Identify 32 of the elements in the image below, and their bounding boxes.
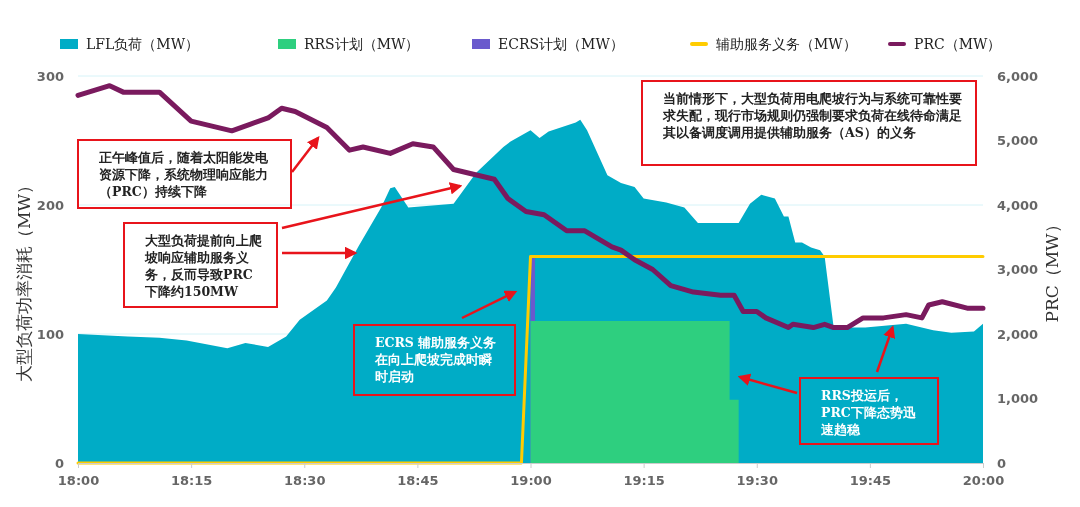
x-tick-label: 19:15 [623, 473, 665, 489]
y2-axis-title: PRC（MW） [1042, 216, 1062, 323]
y-axis-title: 大型负荷功率消耗（MW） [14, 177, 34, 382]
annotation: 大型负荷提前向上爬坡响应辅助服务义务，反而导致PRC下降约150MW [123, 222, 278, 308]
legend-label: LFL负荷（MW） [86, 36, 200, 52]
x-tick-label: 18:45 [397, 473, 439, 489]
annotation: 正午峰值后，随着太阳能发电资源下降，系统物理响应能力（PRC）持续下降 [77, 139, 292, 209]
legend-label: PRC（MW） [914, 36, 1002, 52]
y-tick-label: 200 [36, 197, 64, 213]
y2-tick-label: 1,000 [997, 391, 1039, 407]
annotation: 当前情形下，大型负荷用电爬坡行为与系统可靠性要求失配，现行市场规则仍强制要求负荷在线待命满足其以备调度调用提供辅助服务（AS）的义务 [641, 80, 977, 166]
legend-label: ECRS计划（MW） [498, 36, 624, 52]
x-tick-label: 18:00 [57, 473, 100, 489]
y2-tick-label: 0 [997, 455, 1007, 471]
y2-tick-label: 4,000 [997, 197, 1039, 213]
y2-tick-label: 6,000 [997, 68, 1039, 84]
y-tick-label: 300 [36, 68, 64, 84]
x-tick-label: 20:00 [962, 473, 1005, 489]
x-tick-label: 18:15 [170, 473, 213, 489]
y2-tick-label: 5,000 [997, 133, 1039, 149]
legend-label: RRS计划（MW） [304, 36, 420, 52]
x-tick-label: 19:00 [510, 473, 552, 489]
x-tick-label: 18:30 [284, 473, 326, 489]
x-tick-label: 19:30 [736, 473, 778, 489]
y-tick-label: 100 [36, 326, 64, 342]
y2-tick-label: 2,000 [997, 326, 1039, 342]
y2-tick-label: 3,000 [997, 262, 1039, 278]
legend-label: 辅助服务义务（MW） [716, 36, 857, 52]
y-tick-label: 0 [54, 455, 64, 471]
annotation: RRS投运后，PRC下降态势迅速趋稳 [799, 377, 939, 445]
x-tick-label: 19:45 [849, 473, 892, 489]
annotation: ECRS 辅助服务义务在向上爬坡完成时瞬时启动 [353, 324, 516, 396]
